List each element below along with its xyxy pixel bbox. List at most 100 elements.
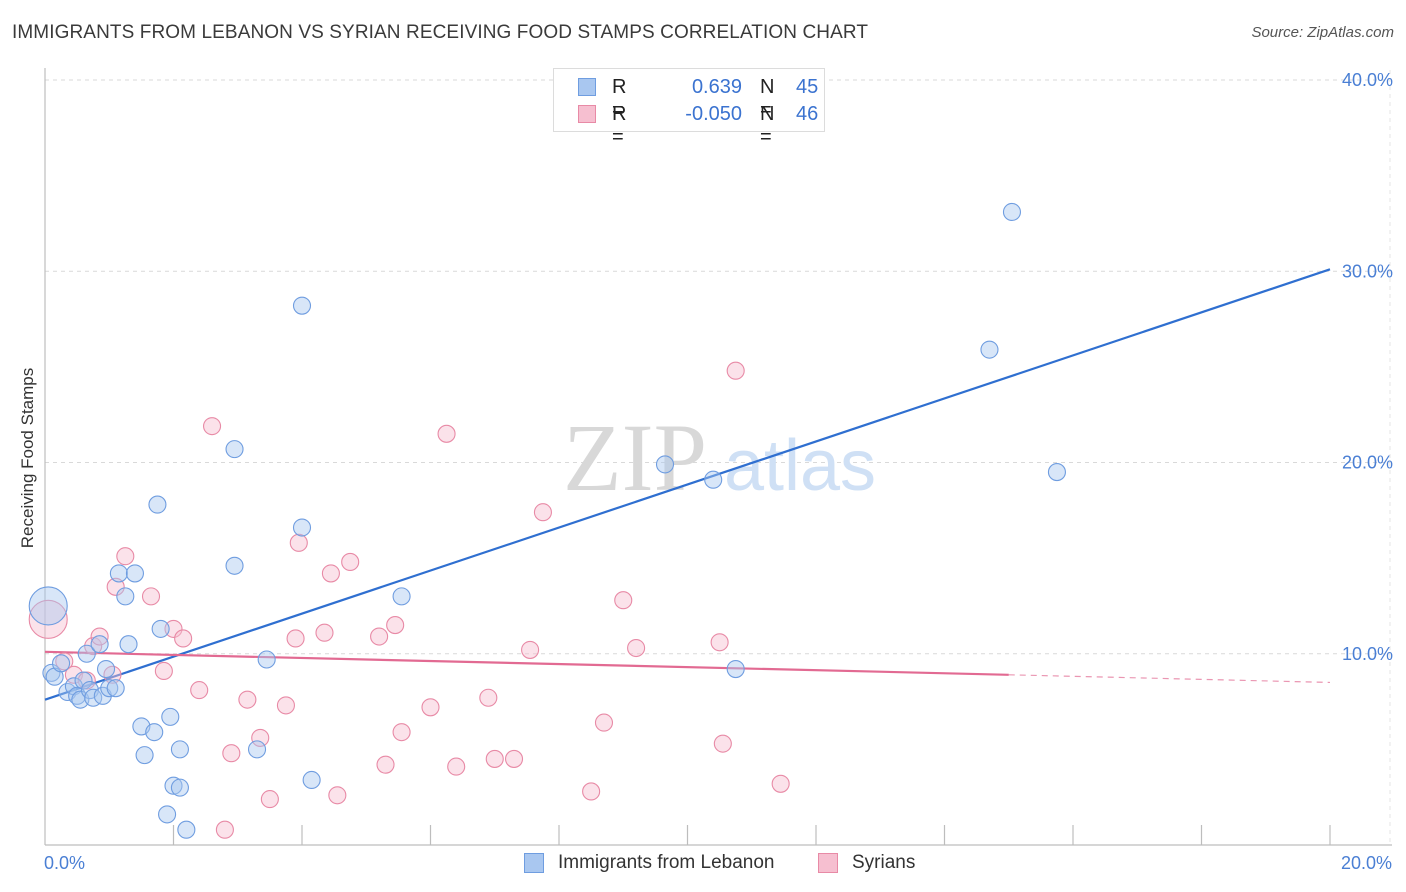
x-tick-label: 0.0%	[44, 853, 85, 873]
point-syrian	[251, 728, 270, 747]
point-lebanon	[1047, 463, 1066, 482]
point-syrian	[713, 734, 732, 753]
tick-labels: 10.0% 20.0% 30.0% 40.0% 0.0% 20.0%	[44, 70, 1393, 873]
point-syrian	[90, 627, 109, 646]
point-syrian	[106, 577, 125, 596]
point-syrian	[582, 782, 601, 801]
point-syrian	[614, 591, 633, 610]
trend-line-dashed-1	[1008, 674, 1331, 684]
point-lebanon	[125, 564, 144, 583]
point-syrian	[276, 696, 295, 715]
point-syrian	[286, 629, 305, 648]
point-lebanon	[158, 805, 177, 824]
point-lebanon	[148, 495, 167, 514]
point-lebanon	[177, 820, 196, 839]
point-lebanon	[77, 644, 96, 663]
bottom-legend-swatch-syrians	[818, 853, 838, 873]
y-tick-label: 40.0%	[1342, 70, 1393, 90]
point-syrian	[392, 723, 411, 742]
source-label: Source: ZipAtlas.com	[1251, 24, 1394, 41]
trend-lines	[44, 268, 1331, 701]
point-syrian	[341, 552, 360, 572]
point-syrian	[479, 688, 498, 707]
point-lebanon	[161, 707, 180, 726]
point-lebanon	[90, 635, 109, 654]
bottom-legend-label: Immigrants from Lebanon	[558, 852, 775, 873]
point-syrian	[437, 424, 456, 443]
point-syrian	[328, 786, 347, 805]
point-lebanon	[116, 587, 135, 606]
point-lebanon	[96, 659, 116, 679]
point-syrian	[190, 681, 209, 700]
point-syrian	[710, 633, 729, 652]
point-syrian	[521, 640, 540, 659]
point-syrian	[222, 744, 241, 763]
point-lebanon	[225, 556, 244, 575]
point-syrian	[116, 547, 135, 566]
bottom-legend-label: Syrians	[852, 852, 916, 873]
point-lebanon	[135, 746, 154, 765]
watermark: ZIP atlas	[563, 404, 876, 511]
legend-n-value: 45	[796, 76, 819, 98]
point-syrian	[504, 749, 524, 768]
point-syrian	[203, 417, 222, 436]
point-syrian	[726, 361, 745, 380]
point-lebanon	[704, 470, 723, 489]
y-tick-label: 20.0%	[1342, 453, 1393, 473]
legend-r-label: R =	[612, 103, 627, 148]
axes	[44, 68, 1392, 846]
point-lebanon	[109, 564, 128, 583]
y-tick-label: 30.0%	[1342, 261, 1393, 281]
point-lebanon	[52, 654, 71, 673]
point-syrian	[55, 652, 74, 671]
point-lebanon	[257, 650, 276, 669]
legend-r-value: 0.639	[691, 76, 742, 98]
point-lebanon	[392, 587, 411, 606]
legend-n-value: 46	[796, 103, 819, 125]
watermark-zip: ZIP	[563, 404, 707, 511]
point-syrian	[627, 638, 646, 658]
point-syrian	[141, 587, 161, 606]
point-syrian	[174, 629, 193, 648]
y-tick-label: 10.0%	[1342, 644, 1393, 664]
point-syrian	[215, 820, 234, 839]
point-syrian	[447, 757, 466, 776]
point-lebanon	[225, 440, 244, 459]
point-lebanon	[980, 340, 999, 359]
x-tick-label: 20.0%	[1341, 853, 1392, 873]
legend-swatch-syrians	[578, 105, 596, 123]
legend-box: R = 0.639 N = 45 R = -0.050 N = 46	[553, 68, 825, 148]
point-lebanon	[74, 671, 93, 690]
chart-title: IMMIGRANTS FROM LEBANON VS SYRIAN RECEIV…	[12, 22, 869, 43]
point-syrian	[386, 616, 405, 635]
point-syrian	[421, 698, 440, 717]
trend-line-0	[44, 268, 1331, 701]
point-syrian	[370, 627, 389, 646]
legend-swatch-lebanon	[578, 78, 596, 96]
point-lebanon	[292, 296, 312, 315]
point-syrian	[315, 623, 334, 642]
point-syrian	[376, 755, 395, 774]
gridlines	[45, 70, 1391, 845]
point-syrian	[594, 713, 614, 732]
point-lebanon	[1002, 202, 1022, 222]
point-syrian	[289, 533, 308, 552]
point-syrian	[164, 619, 183, 638]
legend-r-label: R =	[612, 76, 627, 121]
point-syrian	[485, 749, 504, 768]
point-syrian	[771, 774, 790, 793]
point-lebanon	[302, 770, 321, 790]
point-lebanon	[655, 455, 675, 474]
point-syrian	[84, 637, 103, 656]
trend-line-1	[44, 650, 1009, 676]
point-lebanon	[247, 740, 267, 759]
point-syrian	[260, 790, 279, 809]
legend-n-label: N =	[760, 76, 775, 121]
point-syrian	[28, 599, 68, 639]
point-syrian	[154, 661, 173, 681]
point-lebanon	[292, 518, 312, 537]
point-lebanon	[119, 635, 138, 654]
point-lebanon	[170, 740, 189, 759]
data-points	[28, 202, 1066, 839]
